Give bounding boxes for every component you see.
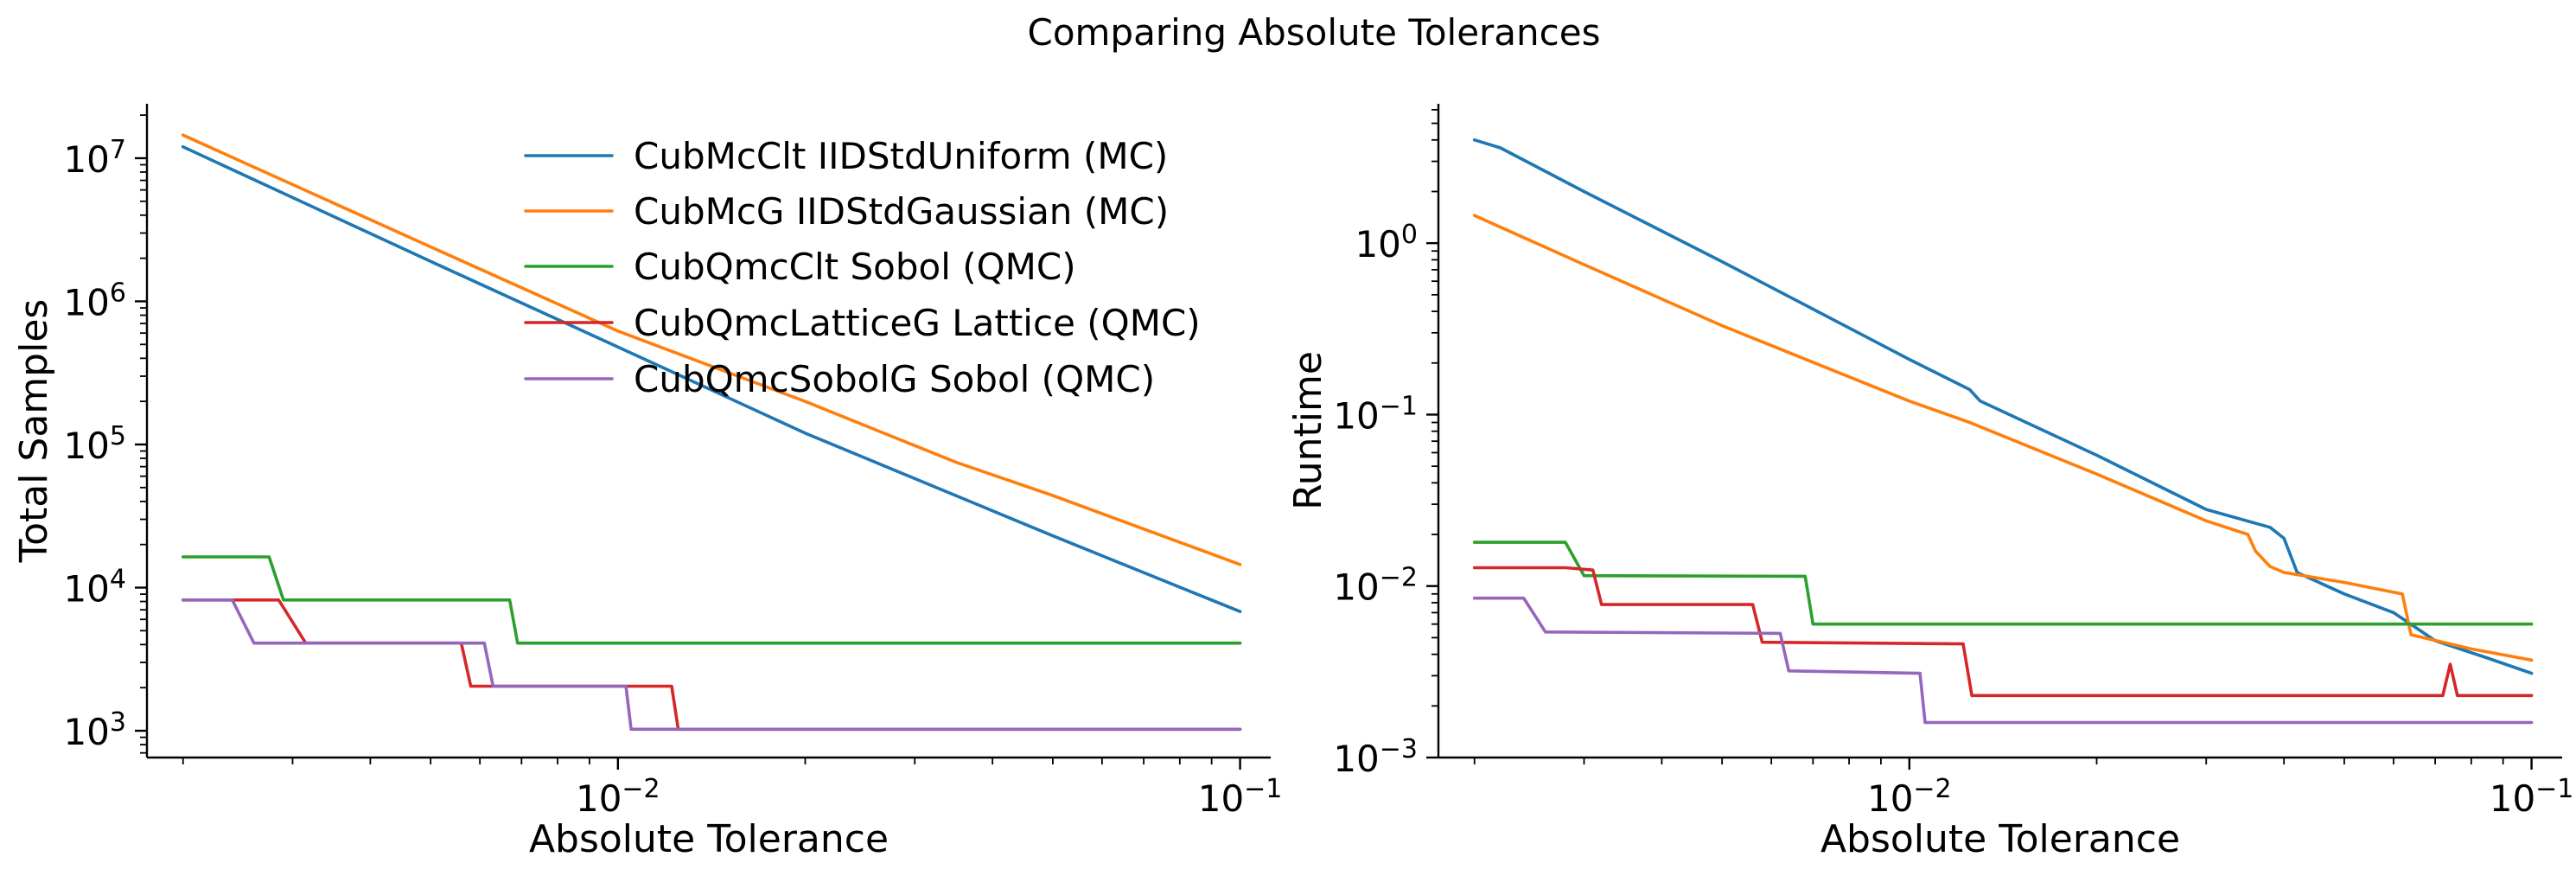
y-tick-label: 107 [63,135,126,181]
series-line [181,133,1242,566]
legend-entry: CubMcG IIDStdGaussian (MC) [524,190,1169,233]
legend-label: CubQmcClt Sobol (QMC) [634,246,1076,288]
series-lines [1472,138,2534,725]
series-line [1472,138,2534,675]
series-line [181,555,1242,645]
y-axis-label: Runtime [1286,351,1330,510]
series-line [1472,540,2534,626]
tick-marks [135,114,1241,770]
series-lines [181,133,1242,732]
y-axis-label: Total Samples [12,299,56,564]
series-line [1472,566,2534,698]
legend-entry: CubMcClt IIDStdUniform (MC) [524,135,1168,177]
y-tick-label: 10−1 [1333,391,1418,437]
legend: CubMcClt IIDStdUniform (MC) CubMcG IIDSt… [524,135,1201,400]
legend-label: CubQmcSobolG Sobol (QMC) [634,358,1155,400]
series-line [1472,214,2534,662]
legend-label: CubMcClt IIDStdUniform (MC) [634,135,1168,177]
x-tick-label: 10−1 [1198,774,1283,820]
legend-entry: CubQmcClt Sobol (QMC) [524,246,1076,288]
y-tick-label: 100 [1355,220,1418,265]
x-tick-label: 10−2 [576,774,660,820]
tick-marks [1426,108,2533,770]
legend-label: CubMcG IIDStdGaussian (MC) [634,190,1169,233]
y-tick-label: 105 [63,421,126,467]
legend-entry: CubQmcSobolG Sobol (QMC) [524,358,1155,400]
series-line [181,598,1242,732]
runtime-chart: 10−2 10−1 10−3 10−2 10−1 100 Absolute Toleran… [1286,104,2573,861]
series-line [181,145,1242,613]
y-tick-label: 106 [63,278,126,323]
x-axis-label: Absolute Tolerance [1820,817,2180,861]
y-tick-label: 10−3 [1333,734,1418,780]
y-tick-label: 103 [63,707,126,753]
series-line [1472,596,2534,725]
legend-label: CubQmcLatticeG Lattice (QMC) [634,302,1201,344]
figure-title: Comparing Absolute Tolerances [1028,11,1601,54]
x-axis-label: Absolute Tolerance [529,817,889,861]
series-line [181,598,1242,732]
y-tick-label: 104 [63,565,126,611]
total-samples-chart: 10−2 10−1 103 104 105 106 107 Absolute Toleran… [12,104,1282,861]
x-tick-label: 10−2 [1867,774,1952,820]
tick-labels: 10−2 10−1 10−3 10−2 10−1 100 [1333,220,2573,820]
y-tick-label: 10−2 [1333,563,1418,609]
legend-entry: CubQmcLatticeG Lattice (QMC) [524,302,1201,344]
x-tick-label: 10−1 [2490,774,2574,820]
tick-labels: 10−2 10−1 103 104 105 106 107 [63,135,1282,820]
